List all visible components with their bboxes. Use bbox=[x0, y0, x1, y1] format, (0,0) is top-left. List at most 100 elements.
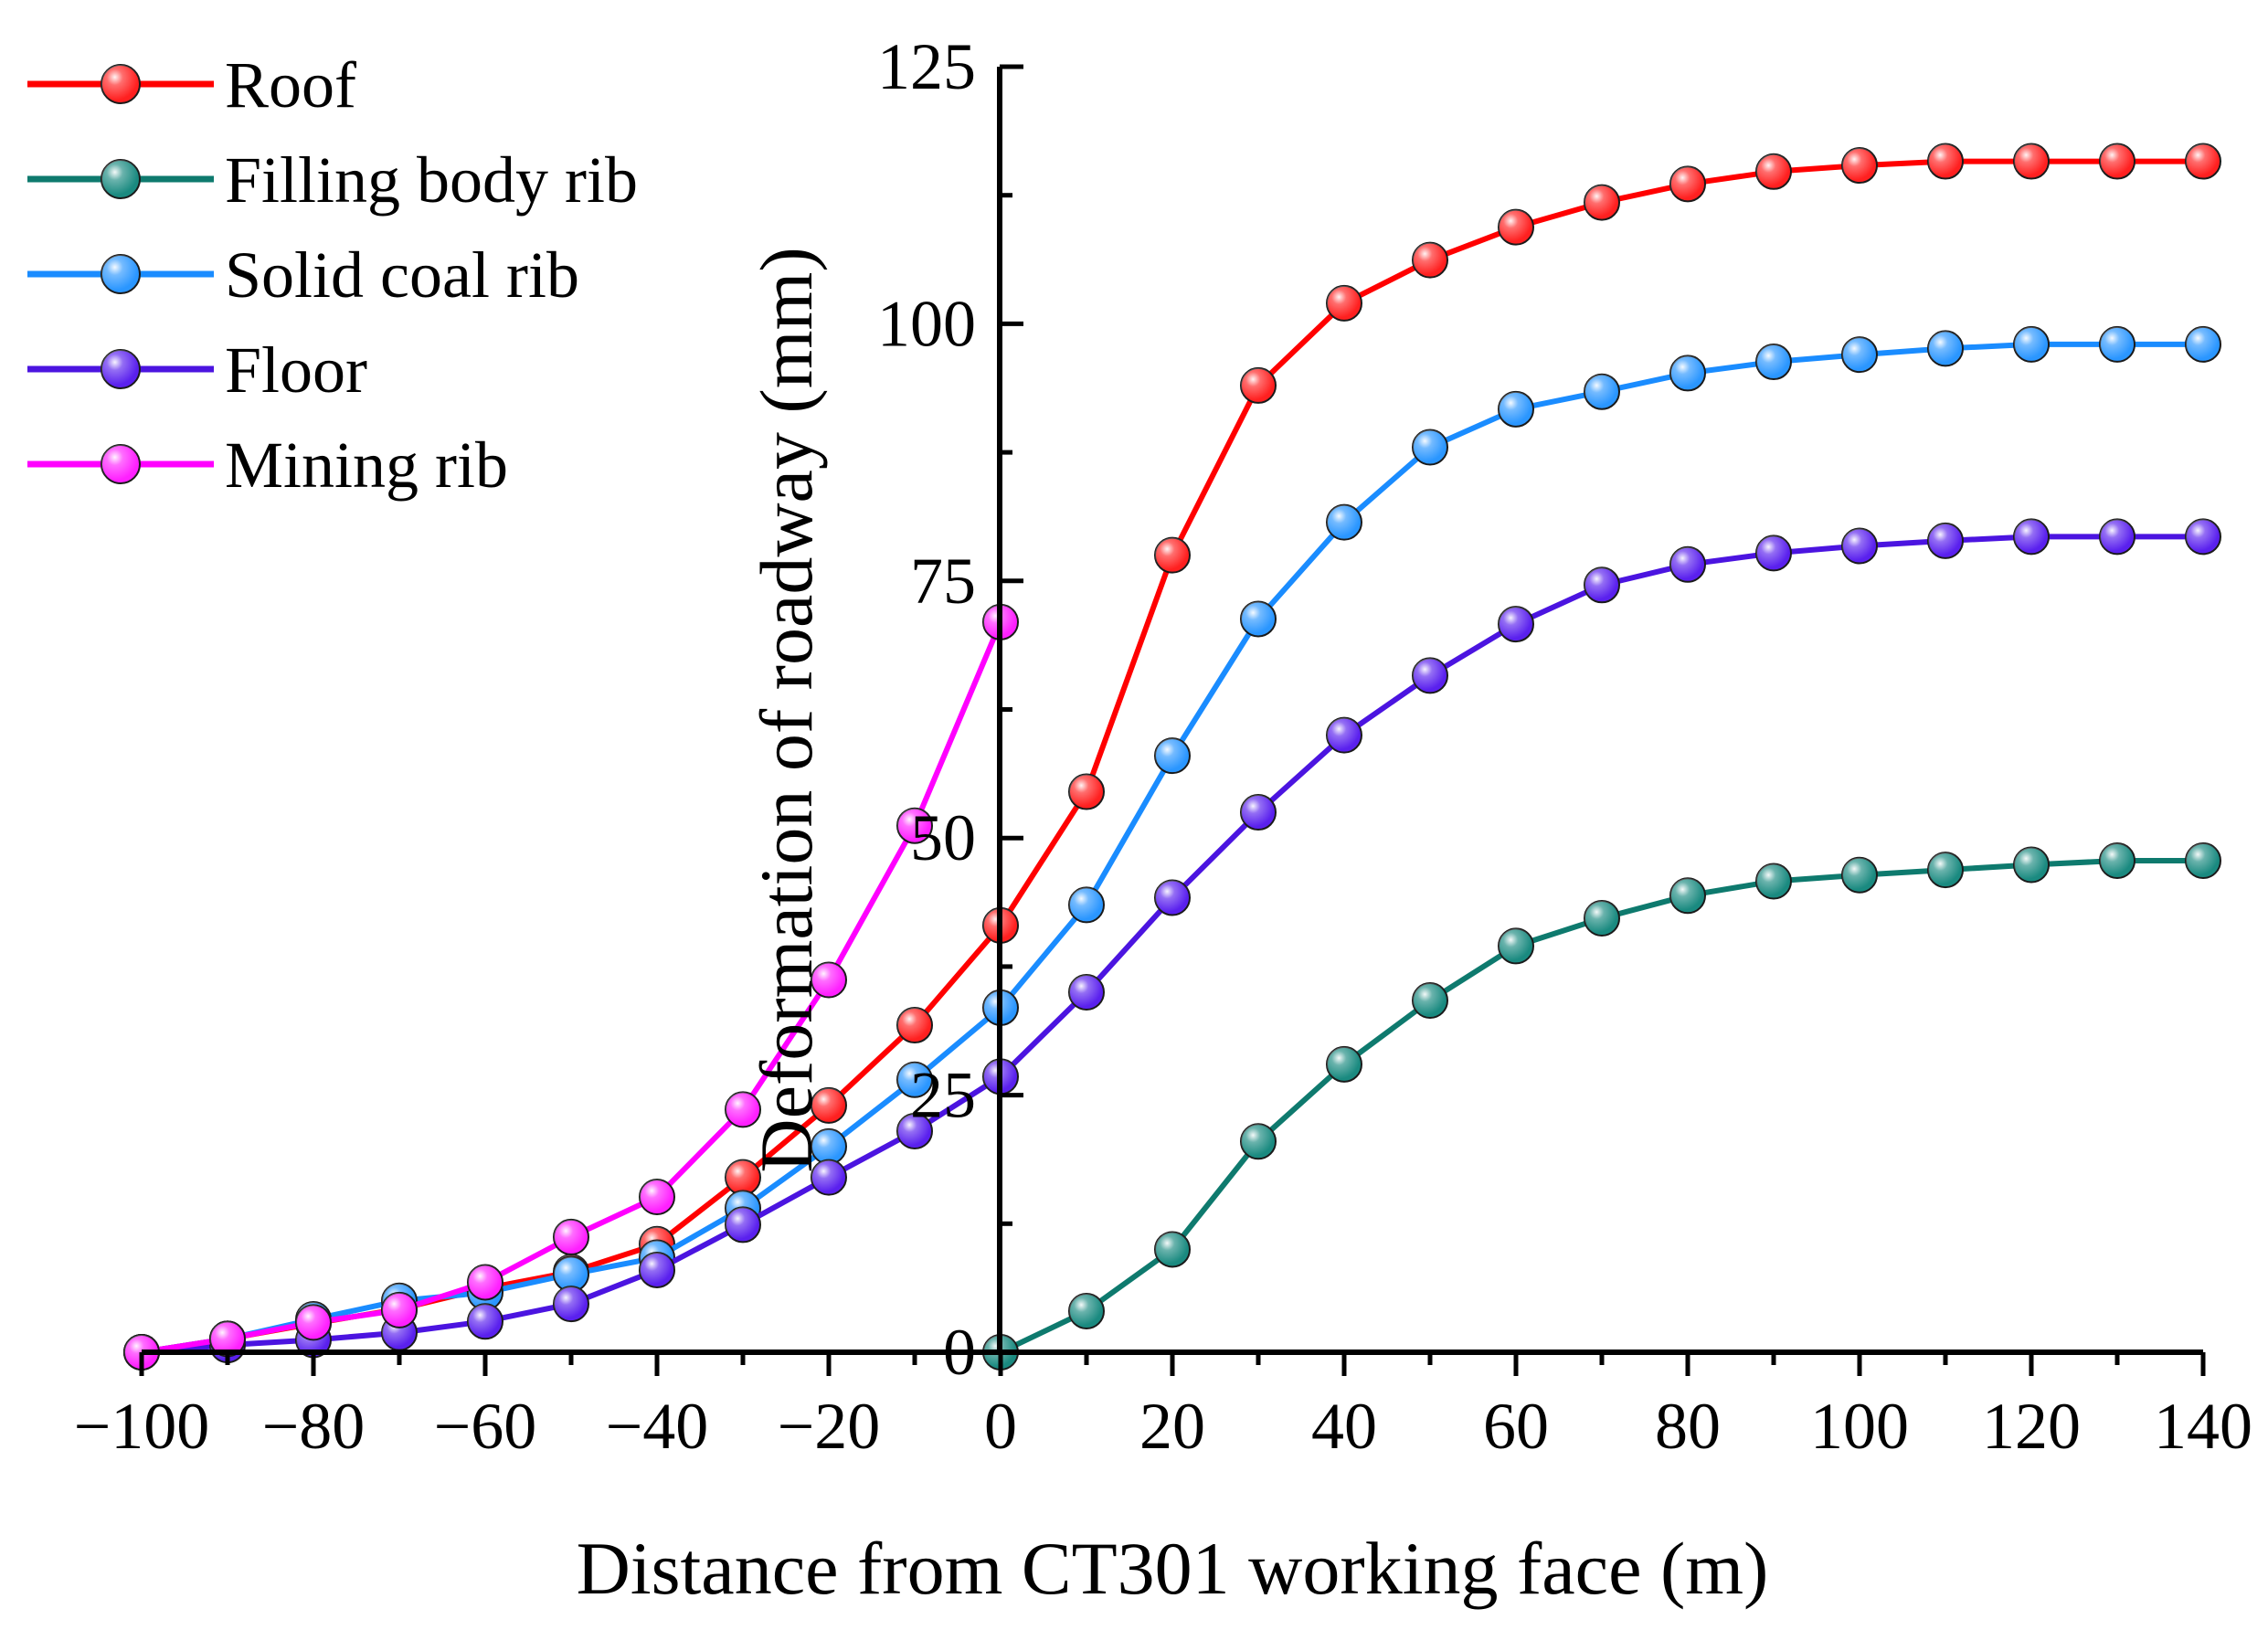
legend-label: Filling body rib bbox=[225, 143, 638, 217]
data-point-filling-body-rib bbox=[1584, 899, 1620, 937]
data-point-floor bbox=[1755, 535, 1792, 572]
data-point-roof bbox=[1584, 184, 1620, 221]
data-point-roof bbox=[1412, 241, 1448, 279]
data-point-floor bbox=[553, 1286, 589, 1323]
data-point-filling-body-rib bbox=[2013, 846, 2050, 884]
legend-label: Solid coal rib bbox=[225, 238, 579, 312]
data-point-solid-coal-rib bbox=[1584, 373, 1620, 410]
data-point-solid-coal-rib bbox=[553, 1255, 589, 1293]
data-point-mining-rib bbox=[553, 1218, 589, 1255]
data-point-floor bbox=[725, 1206, 761, 1244]
x-tick-label: −80 bbox=[262, 1390, 366, 1463]
data-point-roof bbox=[1669, 165, 1706, 203]
data-point-roof bbox=[1498, 208, 1534, 246]
data-point-filling-body-rib bbox=[1326, 1045, 1362, 1083]
legend-label: Roof bbox=[225, 48, 356, 122]
data-point-roof bbox=[1326, 284, 1362, 322]
legend: Roof Filling body rib Solid coal rib Floor M… bbox=[27, 48, 638, 502]
data-point-filling-body-rib bbox=[1498, 927, 1534, 965]
data-point-floor bbox=[1841, 527, 1878, 565]
y-ticks: 0 25 50 75 100 125 bbox=[877, 30, 1023, 1389]
y-tick-label: 75 bbox=[910, 545, 976, 618]
data-point-floor bbox=[1498, 606, 1534, 643]
data-point-floor bbox=[1068, 974, 1105, 1011]
data-point-roof bbox=[2013, 143, 2050, 180]
data-point-solid-coal-rib bbox=[896, 1061, 933, 1098]
x-tick-label: 120 bbox=[1982, 1390, 2081, 1463]
legend-item-roof: Roof bbox=[27, 48, 356, 122]
data-point-mining-rib bbox=[381, 1291, 418, 1328]
data-point-floor bbox=[467, 1303, 503, 1340]
legend-item-solid-coal-rib: Solid coal rib bbox=[27, 238, 579, 312]
x-tick-label: 60 bbox=[1483, 1390, 1549, 1463]
data-point-floor bbox=[1240, 794, 1277, 831]
data-point-filling-body-rib bbox=[2185, 841, 2221, 879]
data-point-mining-rib bbox=[811, 961, 847, 999]
data-point-floor bbox=[2099, 518, 2136, 556]
data-point-filling-body-rib bbox=[1068, 1292, 1105, 1329]
data-point-solid-coal-rib bbox=[2185, 325, 2221, 363]
data-point-filling-body-rib bbox=[1927, 852, 1964, 889]
data-point-solid-coal-rib bbox=[1927, 330, 1964, 367]
legend-marker bbox=[101, 64, 141, 104]
data-point-solid-coal-rib bbox=[1240, 600, 1277, 638]
data-point-filling-body-rib bbox=[1669, 877, 1706, 915]
data-point-filling-body-rib bbox=[1841, 856, 1878, 894]
x-tick-label: 80 bbox=[1655, 1390, 1721, 1463]
x-tick-label: 140 bbox=[2154, 1390, 2252, 1463]
legend-item-mining-rib: Mining rib bbox=[27, 429, 508, 502]
data-point-solid-coal-rib bbox=[2013, 325, 2050, 363]
series-mining-rib bbox=[123, 603, 1019, 1371]
series-filling-body-rib bbox=[982, 841, 2221, 1371]
data-point-roof bbox=[1755, 153, 1792, 190]
data-point-roof bbox=[1841, 147, 1878, 185]
data-point-roof bbox=[1240, 366, 1277, 404]
plot-area: −100 −80 −60 −40 −20 0 20 40 60 80 100 120 140 0 25 50… bbox=[74, 30, 2252, 1463]
data-point-floor bbox=[1669, 545, 1706, 583]
x-tick-label: 40 bbox=[1311, 1390, 1377, 1463]
series-line-floor bbox=[141, 534, 2203, 1355]
data-point-floor bbox=[2185, 518, 2221, 556]
data-point-solid-coal-rib bbox=[1326, 503, 1362, 541]
data-point-filling-body-rib bbox=[1755, 863, 1792, 900]
legend-marker bbox=[101, 349, 141, 389]
x-tick-label: 100 bbox=[1810, 1390, 1909, 1463]
data-point-floor bbox=[1927, 522, 1964, 559]
y-tick-label: 25 bbox=[910, 1059, 976, 1132]
data-point-solid-coal-rib bbox=[1412, 429, 1448, 466]
legend-item-filling-body-rib: Filling body rib bbox=[27, 143, 638, 217]
x-ticks: −100 −80 −60 −40 −20 0 20 40 60 80 100 120 140 bbox=[74, 1352, 2252, 1463]
legend-item-floor: Floor bbox=[27, 333, 367, 407]
legend-label: Floor bbox=[225, 333, 367, 407]
data-point-floor bbox=[1326, 716, 1362, 754]
data-point-floor bbox=[2013, 518, 2050, 556]
data-point-roof bbox=[896, 1007, 933, 1044]
data-point-solid-coal-rib bbox=[2099, 325, 2136, 363]
data-point-solid-coal-rib bbox=[1154, 737, 1191, 775]
data-point-solid-coal-rib bbox=[1068, 886, 1105, 924]
data-point-roof bbox=[2099, 143, 2136, 180]
y-tick-label: 100 bbox=[877, 287, 976, 360]
x-tick-label: −40 bbox=[606, 1390, 709, 1463]
y-tick-label: 0 bbox=[943, 1316, 976, 1389]
data-point-roof bbox=[1927, 143, 1964, 180]
data-point-filling-body-rib bbox=[1154, 1231, 1191, 1268]
data-point-mining-rib bbox=[467, 1264, 503, 1301]
data-point-solid-coal-rib bbox=[1841, 336, 1878, 374]
data-point-mining-rib bbox=[725, 1091, 761, 1128]
x-tick-label: −20 bbox=[778, 1390, 881, 1463]
x-tick-label: 20 bbox=[1139, 1390, 1205, 1463]
data-point-mining-rib bbox=[295, 1304, 332, 1341]
data-point-solid-coal-rib bbox=[1498, 390, 1534, 428]
data-point-solid-coal-rib bbox=[811, 1127, 847, 1165]
legend-marker bbox=[101, 254, 141, 294]
legend-marker bbox=[101, 159, 141, 199]
data-point-roof bbox=[1154, 536, 1191, 574]
data-point-roof bbox=[2185, 143, 2221, 180]
x-tick-label: −60 bbox=[434, 1390, 537, 1463]
y-tick-label: 50 bbox=[910, 801, 976, 874]
x-axis-title: Distance from CT301 working face (m) bbox=[577, 1527, 1769, 1610]
data-point-mining-rib bbox=[639, 1179, 675, 1216]
legend-marker bbox=[101, 444, 141, 484]
